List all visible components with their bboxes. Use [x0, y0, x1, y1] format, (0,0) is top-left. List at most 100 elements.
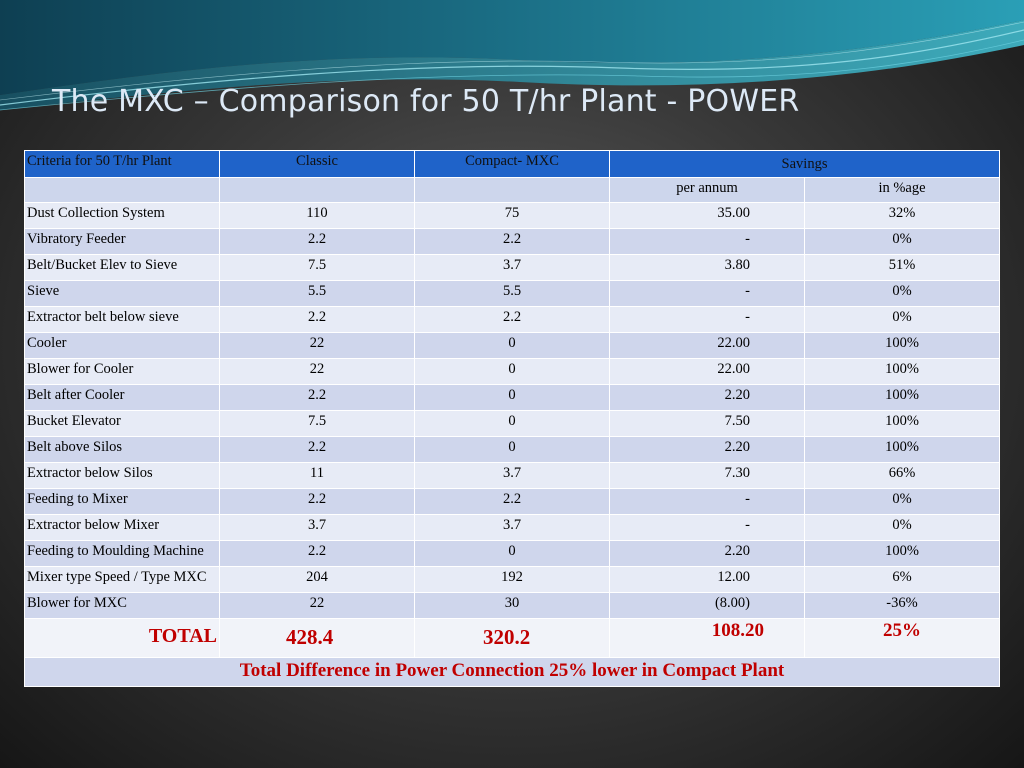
cell-compact: 0: [414, 332, 610, 359]
header-compact: Compact- MXC: [414, 150, 610, 178]
cell-compact: 0: [414, 436, 610, 463]
cell-criteria: Vibratory Feeder: [24, 228, 220, 255]
cell-classic: 7.5: [219, 254, 415, 281]
cell-criteria: Feeding to Mixer: [24, 488, 220, 515]
table-row: Bucket Elevator 7.5 0 7.50 100%: [24, 410, 1001, 437]
cell-compact: 75: [414, 202, 610, 229]
cell-per-annum: 2.20: [609, 540, 805, 567]
cell-classic: 2.2: [219, 384, 415, 411]
cell-compact: 3.7: [414, 254, 610, 281]
decorative-wave-banner: [0, 0, 1024, 111]
header-criteria: Criteria for 50 T/hr Plant: [24, 150, 220, 178]
cell-criteria: Extractor below Silos: [24, 462, 220, 489]
cell-per-annum: 7.50: [609, 410, 805, 437]
header-classic: Classic: [219, 150, 415, 178]
cell-pct: 66%: [803, 462, 1001, 489]
cell-criteria: Extractor below Mixer: [24, 514, 220, 541]
table-row: Sieve 5.5 5.5-0%: [24, 280, 1001, 307]
subheader-empty-classic: [219, 177, 415, 203]
cell-per-annum: 22.00: [609, 332, 805, 359]
cell-criteria: Feeding to Moulding Machine: [24, 540, 220, 567]
table-row: Cooler 22 0 22.00 100%: [24, 332, 1001, 359]
cell-classic: 5.5: [219, 280, 415, 307]
cell-classic: 2.2: [219, 306, 415, 333]
cell-pct: 0%: [803, 306, 1001, 333]
cell-pct: 0%: [803, 514, 1001, 541]
cell-per-annum: 22.00: [609, 358, 805, 385]
cell-compact: 3.7: [414, 462, 610, 489]
cell-classic: 2.2: [219, 228, 415, 255]
total-compact: 320.2: [414, 618, 610, 658]
table-row: Belt after Cooler 2.2 0 2.20 100%: [24, 384, 1001, 411]
cell-pct: 0%: [803, 488, 1001, 515]
cell-pct: 100%: [803, 436, 1001, 463]
table-row: Belt above Silos 2.2 0 2.20 100%: [24, 436, 1001, 463]
cell-pct: 100%: [803, 540, 1001, 567]
cell-per-annum: 3.80: [609, 254, 805, 281]
cell-classic: 11: [219, 462, 415, 489]
total-label: TOTAL: [24, 618, 220, 658]
cell-compact: 5.5: [414, 280, 610, 307]
cell-classic: 22: [219, 358, 415, 385]
cell-compact: 0: [414, 540, 610, 567]
subheader-empty-criteria: [24, 177, 220, 203]
power-comparison-table: Criteria for 50 T/hr Plant Classic Compa…: [23, 150, 1001, 687]
cell-compact: 0: [414, 384, 610, 411]
cell-criteria: Belt after Cooler: [24, 384, 220, 411]
cell-pct: 100%: [803, 410, 1001, 437]
cell-compact: 192: [414, 566, 610, 593]
cell-compact: 3.7: [414, 514, 610, 541]
cell-per-annum: -: [609, 280, 805, 307]
subheader-pct: in %age: [803, 177, 1001, 203]
cell-criteria: Belt/Bucket Elev to Sieve: [24, 254, 220, 281]
subheader-per-annum: per annum: [609, 177, 805, 203]
cell-classic: 204: [219, 566, 415, 593]
cell-criteria: Dust Collection System: [24, 202, 220, 229]
footer-row: Total Difference in Power Connection 25%…: [23, 657, 1001, 687]
table-row: Blower for MXC 22 30 (8.00) -36%: [24, 592, 1001, 619]
cell-pct: -36%: [803, 592, 1001, 619]
cell-criteria: Bucket Elevator: [24, 410, 220, 437]
table-row: Mixer type Speed / Type MXC 204 192 12.00 6%: [24, 566, 1001, 593]
total-pct: 25%: [803, 618, 1001, 658]
table-row: Blower for Cooler 22 0 22.00 100%: [24, 358, 1001, 385]
cell-compact: 2.2: [414, 306, 610, 333]
cell-classic: 7.5: [219, 410, 415, 437]
cell-per-annum: -: [609, 228, 805, 255]
cell-criteria: Sieve: [24, 280, 220, 307]
cell-compact: 2.2: [414, 228, 610, 255]
cell-pct: 100%: [803, 384, 1001, 411]
table-header-row: Criteria for 50 T/hr Plant Classic Compa…: [24, 150, 1001, 178]
cell-compact: 30: [414, 592, 610, 619]
cell-classic: 2.2: [219, 488, 415, 515]
cell-pct: 32%: [803, 202, 1001, 229]
table-subheader-row: per annum in %age: [24, 177, 1001, 203]
table-row: Feeding to Moulding Machine 2.2 0 2.20 100%: [24, 540, 1001, 567]
cell-pct: 0%: [803, 280, 1001, 307]
cell-classic: 3.7: [219, 514, 415, 541]
cell-pct: 0%: [803, 228, 1001, 255]
cell-pct: 100%: [803, 358, 1001, 385]
table-row: Feeding to Mixer 2.2 2.2-0%: [24, 488, 1001, 515]
cell-per-annum: 2.20: [609, 436, 805, 463]
cell-per-annum: (8.00): [609, 592, 805, 619]
cell-pct: 100%: [803, 332, 1001, 359]
table-row: Extractor belt below sieve 2.2 2.2-0%: [24, 306, 1001, 333]
table-row: Belt/Bucket Elev to Sieve 7.5 3.7 3.80 51%: [24, 254, 1001, 281]
footer-note: Total Difference in Power Connection 25%…: [23, 657, 1001, 687]
header-savings: Savings: [608, 150, 1001, 178]
cell-classic: 22: [219, 592, 415, 619]
cell-criteria: Belt above Silos: [24, 436, 220, 463]
cell-classic: 22: [219, 332, 415, 359]
cell-per-annum: 12.00: [609, 566, 805, 593]
cell-classic: 2.2: [219, 540, 415, 567]
total-classic: 428.4: [219, 618, 415, 658]
slide-title: The MXC – Comparison for 50 T/hr Plant -…: [52, 84, 800, 119]
cell-per-annum: 2.20: [609, 384, 805, 411]
cell-criteria: Blower for Cooler: [24, 358, 220, 385]
cell-criteria: Extractor belt below sieve: [24, 306, 220, 333]
table-row: Extractor below Mixer 3.7 3.7-0%: [24, 514, 1001, 541]
cell-pct: 51%: [803, 254, 1001, 281]
table-row: Vibratory Feeder 2.2 2.2-0%: [24, 228, 1001, 255]
table-row: Dust Collection System 110 75 35.00 32%: [24, 202, 1001, 229]
